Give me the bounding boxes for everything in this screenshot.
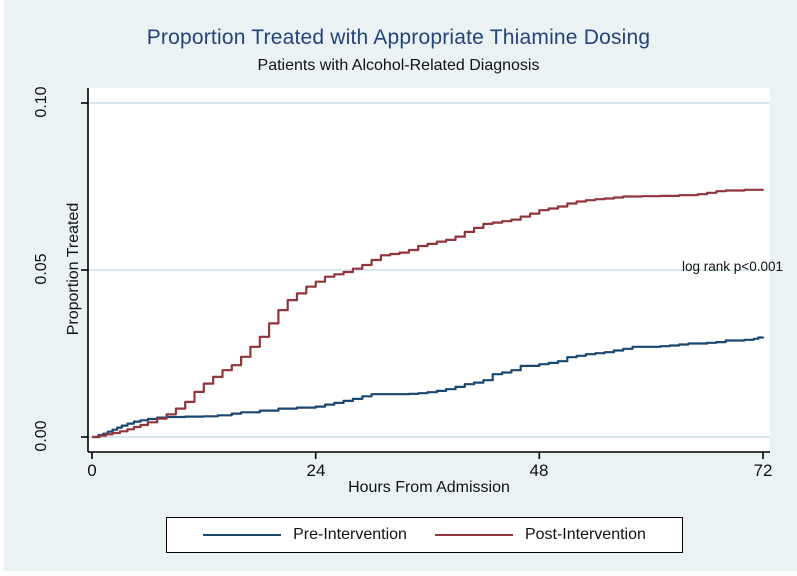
log-rank-annotation: log rank p<0.001 bbox=[682, 259, 783, 274]
post-intervention-curve bbox=[92, 188, 765, 439]
bottom-edge-strip bbox=[0, 571, 797, 576]
x-tick-label-72: 72 bbox=[753, 461, 773, 480]
chart-subtitle: Patients with Alcohol-Related Diagnosis bbox=[257, 57, 540, 74]
x-tick-label-48: 48 bbox=[529, 461, 549, 480]
legend-entry-pre: Pre-Intervention bbox=[203, 526, 407, 544]
y-tick-label-0: 0.00 bbox=[33, 420, 50, 452]
legend-label-post: Post-Intervention bbox=[524, 526, 646, 543]
legend-label-pre: Pre-Intervention bbox=[293, 526, 407, 543]
x-tick-label-0: 0 bbox=[87, 461, 97, 480]
y-tick-label-1: 0.05 bbox=[33, 253, 50, 285]
x-tick-label-24: 24 bbox=[306, 461, 326, 480]
x-axis-title: Hours From Admission bbox=[348, 479, 510, 496]
legend: Pre-Intervention Post-Intervention bbox=[166, 517, 683, 553]
y-tick-label-2: 0.10 bbox=[33, 86, 50, 118]
y-axis-title: Proportion Treated bbox=[65, 202, 82, 336]
post-intervention-line-sample bbox=[434, 534, 513, 536]
chart-title: Proportion Treated with Appropriate Thia… bbox=[146, 26, 651, 49]
pre-intervention-line-sample bbox=[203, 534, 282, 536]
legend-entry-post: Post-Intervention bbox=[434, 526, 646, 544]
left-edge-strip bbox=[0, 0, 4, 576]
pre-intervention-curve bbox=[92, 336, 765, 439]
